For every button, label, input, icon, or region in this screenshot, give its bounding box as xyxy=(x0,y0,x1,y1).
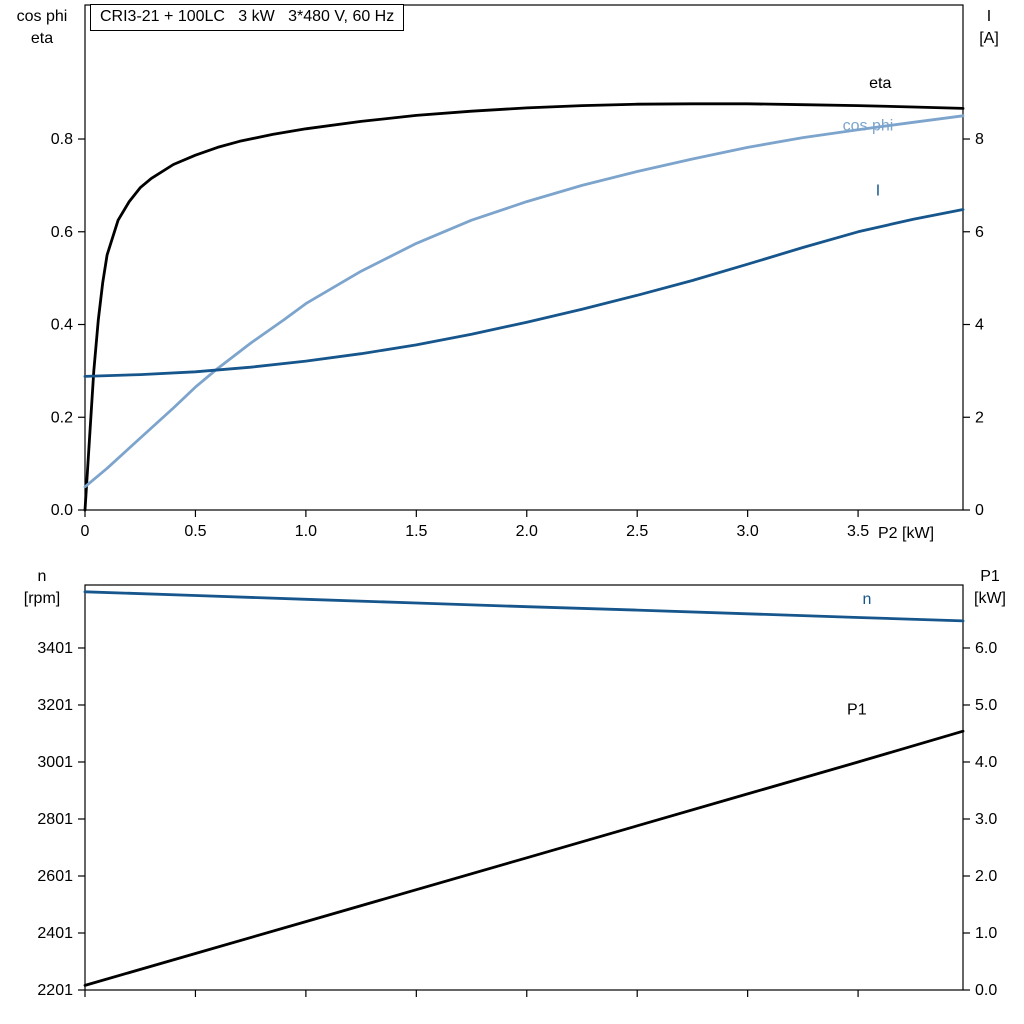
y-tick-label-left: 0.2 xyxy=(51,409,73,426)
axis-title-speed-unit: [rpm] xyxy=(23,590,61,607)
y-tick-label-right: 2 xyxy=(975,409,984,426)
y-tick-label-right: 2.0 xyxy=(975,868,997,885)
y-tick-label-right: 6 xyxy=(975,224,984,241)
x-tick-label: 3.0 xyxy=(737,523,759,540)
top-chart-left-axis-title: cos phi eta xyxy=(4,6,80,50)
x-tick-label: 0 xyxy=(81,523,90,540)
axis-title-cos-phi: cos phi xyxy=(16,8,68,25)
y-tick-label-right: 4 xyxy=(975,317,984,334)
chart-frame xyxy=(84,4,964,511)
p1-curve xyxy=(83,729,965,987)
y-tick-label-left: 2201 xyxy=(37,982,73,999)
y-tick-label-left: 0.6 xyxy=(51,224,73,241)
axis-title-speed: n xyxy=(37,568,47,585)
y-tick-label-left: 3401 xyxy=(37,640,73,657)
n-curve-label: n xyxy=(862,591,871,608)
eta-curve xyxy=(83,102,965,512)
axis-title-current-unit: [A] xyxy=(979,30,999,47)
axis-title-eta: eta xyxy=(30,30,54,47)
y-tick-label-right: 8 xyxy=(975,131,984,148)
x-tick-label: 1.0 xyxy=(295,523,317,540)
cos-phi-curve-label: cos phi xyxy=(843,118,894,135)
x-tick-label: 2.0 xyxy=(516,523,538,540)
y-tick-label-left: 0.8 xyxy=(51,131,73,148)
y-tick-label-right: 6.0 xyxy=(975,640,997,657)
eta-curve-label: eta xyxy=(869,75,891,92)
y-tick-label-left: 2801 xyxy=(37,811,73,828)
x-tick-label: 0.5 xyxy=(184,523,206,540)
axis-title-p1: P1 xyxy=(980,568,1000,585)
bottom-chart-left-axis-title: n [rpm] xyxy=(4,566,80,610)
y-tick-label-left: 3001 xyxy=(37,754,73,771)
y-tick-label-left: 2601 xyxy=(37,868,73,885)
x-tick-label: 3.5 xyxy=(847,523,869,540)
y-tick-label-right: 5.0 xyxy=(975,697,997,714)
y-tick-label-left: 0.4 xyxy=(51,317,73,334)
axis-title-current: I xyxy=(986,8,992,25)
y-tick-label-left: 2401 xyxy=(37,925,73,942)
i-curve-label: I xyxy=(876,183,880,200)
y-tick-label-right: 0.0 xyxy=(975,982,997,999)
n-curve xyxy=(83,590,965,623)
x-tick-label: 1.5 xyxy=(405,523,427,540)
x-axis-title-p2: P2 [kW] xyxy=(878,525,935,542)
bottom-chart-right-axis-title: P1 [kW] xyxy=(963,566,1017,610)
y-tick-label-right: 4.0 xyxy=(975,754,997,771)
y-tick-label-left: 0.0 xyxy=(51,502,73,519)
cos-phi-curve xyxy=(83,114,965,489)
x-tick-label: 2.5 xyxy=(626,523,648,540)
p1-curve-label: P1 xyxy=(847,702,867,719)
axis-title-p1-unit: [kW] xyxy=(974,590,1006,607)
chart-title: CRI3-21 + 100LC 3 kW 3*480 V, 60 Hz xyxy=(90,4,405,31)
i-curve xyxy=(83,208,965,378)
y-tick-label-right: 1.0 xyxy=(975,925,997,942)
y-tick-label-right: 0 xyxy=(975,502,984,519)
top-chart-right-axis-title: I [A] xyxy=(963,6,1015,50)
chart-frame xyxy=(84,584,964,991)
y-tick-label-right: 3.0 xyxy=(975,811,997,828)
y-tick-label-left: 3201 xyxy=(37,697,73,714)
